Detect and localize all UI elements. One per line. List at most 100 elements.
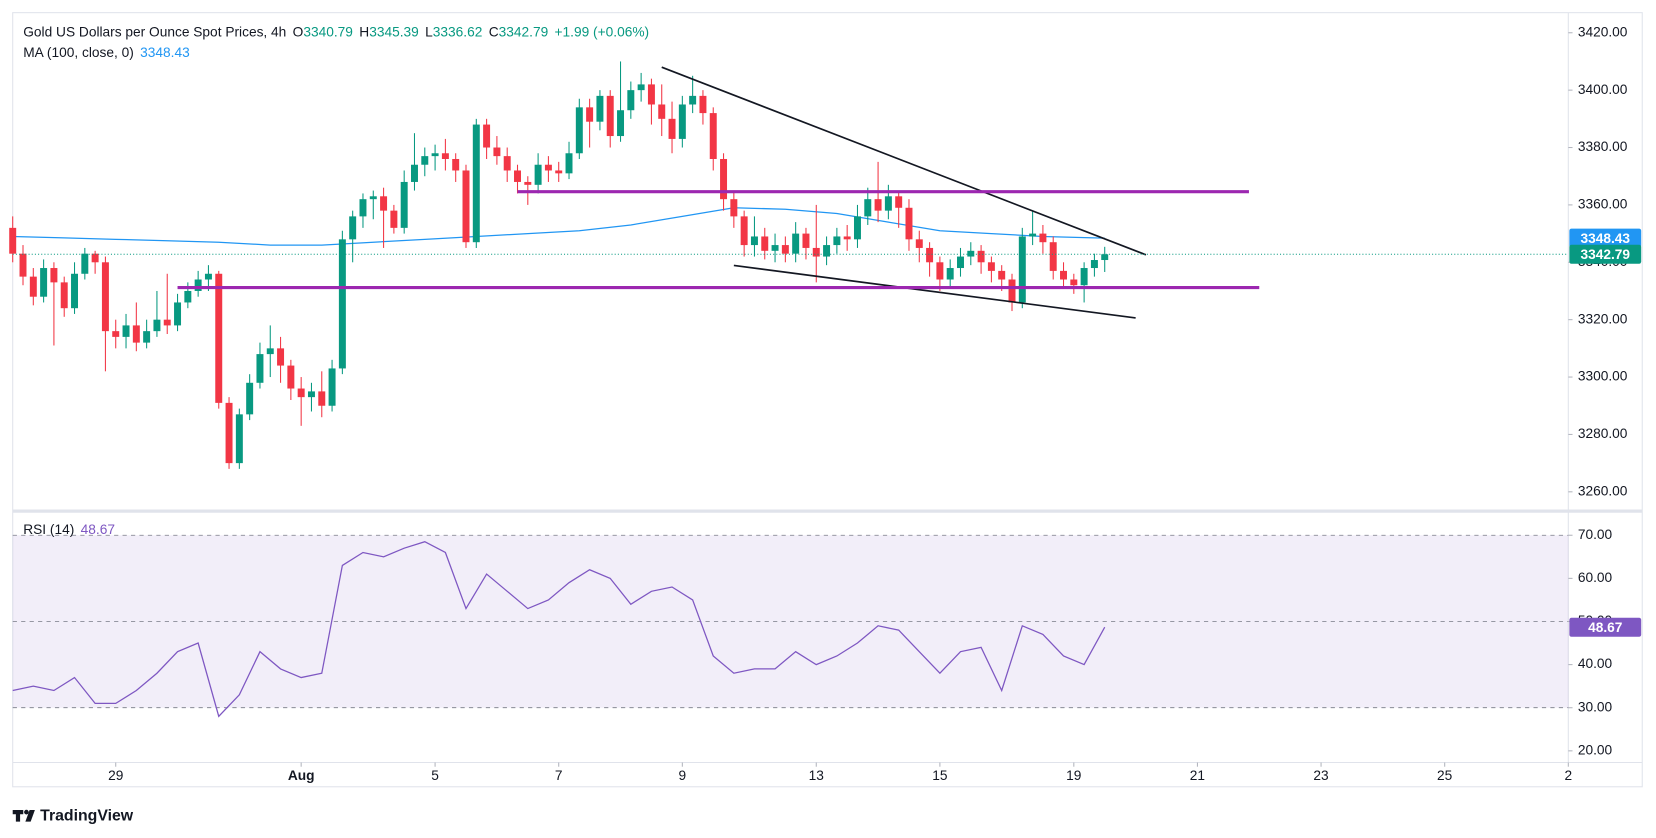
- candle-body: [699, 95, 707, 114]
- candle-body: [204, 273, 212, 280]
- candle-body: [792, 233, 800, 254]
- candle-body: [503, 156, 511, 171]
- candle-body: [1070, 279, 1078, 286]
- candle-body: [957, 256, 964, 269]
- candle-body: [81, 253, 89, 274]
- y-tick-label: 60.00: [1578, 570, 1613, 585]
- frame: [12, 12, 1643, 788]
- x-tick-label: 25: [1437, 768, 1453, 783]
- y-tick-label: 3420.00: [1578, 24, 1628, 39]
- y-tick-label: 3280.00: [1578, 426, 1628, 441]
- candle-body: [328, 368, 336, 406]
- candle-body: [9, 227, 17, 254]
- candle-body: [380, 196, 388, 211]
- candle-body: [287, 365, 295, 389]
- candle-body: [122, 325, 130, 337]
- candle-body: [60, 282, 68, 309]
- candle-body: [524, 181, 532, 185]
- rsi-line: [12, 541, 1106, 718]
- candle-body: [596, 95, 604, 122]
- candle-body: [946, 268, 954, 280]
- candle-body: [637, 84, 645, 91]
- ma-value: 3348.43: [140, 44, 190, 59]
- candle-body: [709, 113, 717, 159]
- rsi-label: RSI (14): [23, 522, 74, 537]
- candle-body: [493, 147, 501, 157]
- rsi-legend: RSI (14) 48.67: [23, 522, 115, 537]
- plot-layer: 3260.003280.003300.003320.003340.003360.…: [9, 24, 1642, 783]
- x-tick-label: 21: [1190, 768, 1205, 783]
- ohlc-label: O: [293, 24, 304, 39]
- x-tick-label: 15: [932, 768, 948, 783]
- y-tick-label: 3300.00: [1578, 369, 1628, 384]
- y-tick-label: 3400.00: [1578, 82, 1628, 97]
- candle-body: [864, 199, 872, 217]
- x-tick-label: 23: [1313, 768, 1329, 783]
- ohlc-label: H: [359, 24, 369, 39]
- y-tick-label: 3380.00: [1578, 139, 1628, 154]
- candle-body: [874, 199, 882, 211]
- candle-body: [658, 104, 666, 119]
- candle-body: [215, 273, 223, 403]
- candle-body: [915, 239, 923, 248]
- candle-body: [823, 245, 831, 257]
- ma-label: MA (100, close, 0): [23, 44, 134, 59]
- price-tag-label: 48.67: [1588, 620, 1623, 635]
- candle-body: [338, 239, 346, 369]
- x-tick-label: 9: [679, 768, 687, 783]
- candle-body: [359, 199, 367, 217]
- ohlc-value: 3342.79: [499, 24, 549, 39]
- candle-body: [410, 164, 418, 182]
- change: +1.99 (+0.06%): [555, 24, 650, 39]
- candle-body: [617, 110, 625, 137]
- candle-body: [1018, 236, 1026, 303]
- candle-body: [895, 196, 903, 208]
- candle-body: [462, 170, 470, 243]
- y-tick-label: 30.00: [1578, 699, 1613, 714]
- logo-part: [15, 810, 21, 822]
- candle-body: [802, 233, 810, 248]
- ohlc-value: 3336.62: [433, 24, 483, 39]
- candle-body: [750, 236, 758, 246]
- candle-body: [586, 107, 594, 122]
- candle-body: [1049, 242, 1057, 271]
- candle-body: [235, 414, 243, 464]
- ohlc-value: 3345.39: [369, 24, 419, 39]
- x-tick-label: Aug: [288, 768, 315, 783]
- symbol-title: Gold US Dollars per Ounce Spot Prices, 4…: [23, 24, 286, 39]
- trend-line: [733, 264, 1136, 319]
- candle-body: [812, 247, 820, 257]
- x-tick-label: 2: [1564, 768, 1572, 783]
- price-tag-label: 3348.43: [1580, 231, 1630, 246]
- candle-body: [421, 156, 429, 165]
- candle-body: [50, 268, 58, 283]
- candle-body: [318, 391, 326, 406]
- trend-line: [661, 66, 1147, 256]
- candle-body: [184, 290, 192, 303]
- y-tick-label: 3260.00: [1578, 483, 1628, 498]
- candle-body: [174, 302, 182, 326]
- candle-body: [761, 236, 769, 251]
- candle-body: [112, 331, 120, 337]
- candle-body: [647, 84, 655, 105]
- candle-body: [565, 153, 573, 174]
- candle-body: [740, 216, 748, 246]
- candle-body: [91, 253, 99, 263]
- candle-body: [40, 268, 48, 297]
- candle-body: [390, 210, 398, 228]
- candle-body: [555, 170, 563, 174]
- candle-body: [1090, 260, 1098, 269]
- y-tick-label: 3360.00: [1578, 197, 1628, 212]
- price-tag: [1569, 244, 1642, 264]
- candle-body: [483, 124, 491, 148]
- brand: TradingView: [40, 808, 134, 825]
- candle-body: [349, 216, 357, 240]
- candle-body: [266, 348, 274, 355]
- candle-body: [1101, 254, 1109, 261]
- candle-body: [369, 196, 377, 200]
- x-tick-label: 5: [431, 768, 439, 783]
- candle-body: [606, 95, 614, 137]
- candle-body: [472, 124, 480, 243]
- ohlc-label: C: [489, 24, 499, 39]
